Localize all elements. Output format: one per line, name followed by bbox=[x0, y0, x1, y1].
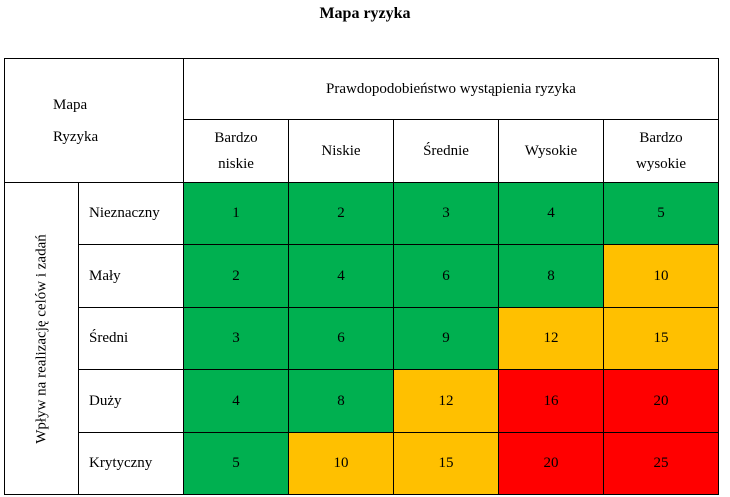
risk-cell: 12 bbox=[393, 369, 499, 433]
risk-cell: 2 bbox=[183, 244, 289, 308]
row-label-negligible: Nieznaczny bbox=[78, 182, 184, 245]
column-header-medium: Średnie bbox=[393, 119, 499, 183]
risk-cell: 2 bbox=[288, 182, 394, 245]
column-header-high: Wysokie bbox=[498, 119, 604, 183]
risk-cell: 12 bbox=[498, 307, 604, 370]
risk-cell: 4 bbox=[183, 369, 289, 433]
impact-header-label: Wpływ na realizację celów i zadań bbox=[33, 233, 49, 444]
row-label-critical: Krytyczny bbox=[78, 432, 184, 495]
column-header-very-high: Bardzo wysokie bbox=[603, 119, 719, 183]
risk-cell: 8 bbox=[288, 369, 394, 433]
corner-label-line2: Ryzyka bbox=[53, 128, 99, 145]
risk-cell: 1 bbox=[183, 182, 289, 245]
column-header-low: Niskie bbox=[288, 119, 394, 183]
risk-cell: 8 bbox=[498, 244, 604, 308]
risk-cell: 20 bbox=[603, 369, 719, 433]
corner-label: Mapa Ryzyka bbox=[4, 58, 184, 183]
risk-cell: 10 bbox=[288, 432, 394, 495]
risk-cell: 15 bbox=[603, 307, 719, 370]
risk-cell: 4 bbox=[288, 244, 394, 308]
risk-cell: 20 bbox=[498, 432, 604, 495]
row-label-large: Duży bbox=[78, 369, 184, 433]
risk-cell: 5 bbox=[183, 432, 289, 495]
risk-cell: 3 bbox=[183, 307, 289, 370]
page-title: Mapa ryzyka bbox=[319, 5, 411, 22]
risk-matrix-table: Mapa Ryzyka Prawdopodobieństwo wystąpien… bbox=[4, 58, 719, 495]
row-label-medium: Średni bbox=[78, 307, 184, 370]
risk-cell: 6 bbox=[393, 244, 499, 308]
impact-header: Wpływ na realizację celów i zadań bbox=[4, 182, 79, 495]
probability-header: Prawdopodobieństwo wystąpienia ryzyka bbox=[183, 58, 719, 120]
risk-cell: 10 bbox=[603, 244, 719, 308]
row-label-small: Mały bbox=[78, 244, 184, 308]
risk-cell: 25 bbox=[603, 432, 719, 495]
risk-cell: 9 bbox=[393, 307, 499, 370]
risk-cell: 15 bbox=[393, 432, 499, 495]
corner-label-line1: Mapa bbox=[53, 96, 88, 113]
risk-cell: 6 bbox=[288, 307, 394, 370]
risk-cell: 4 bbox=[498, 182, 604, 245]
risk-cell: 5 bbox=[603, 182, 719, 245]
risk-cell: 16 bbox=[498, 369, 604, 433]
risk-cell: 3 bbox=[393, 182, 499, 245]
column-header-very-low: Bardzo niskie bbox=[183, 119, 289, 183]
